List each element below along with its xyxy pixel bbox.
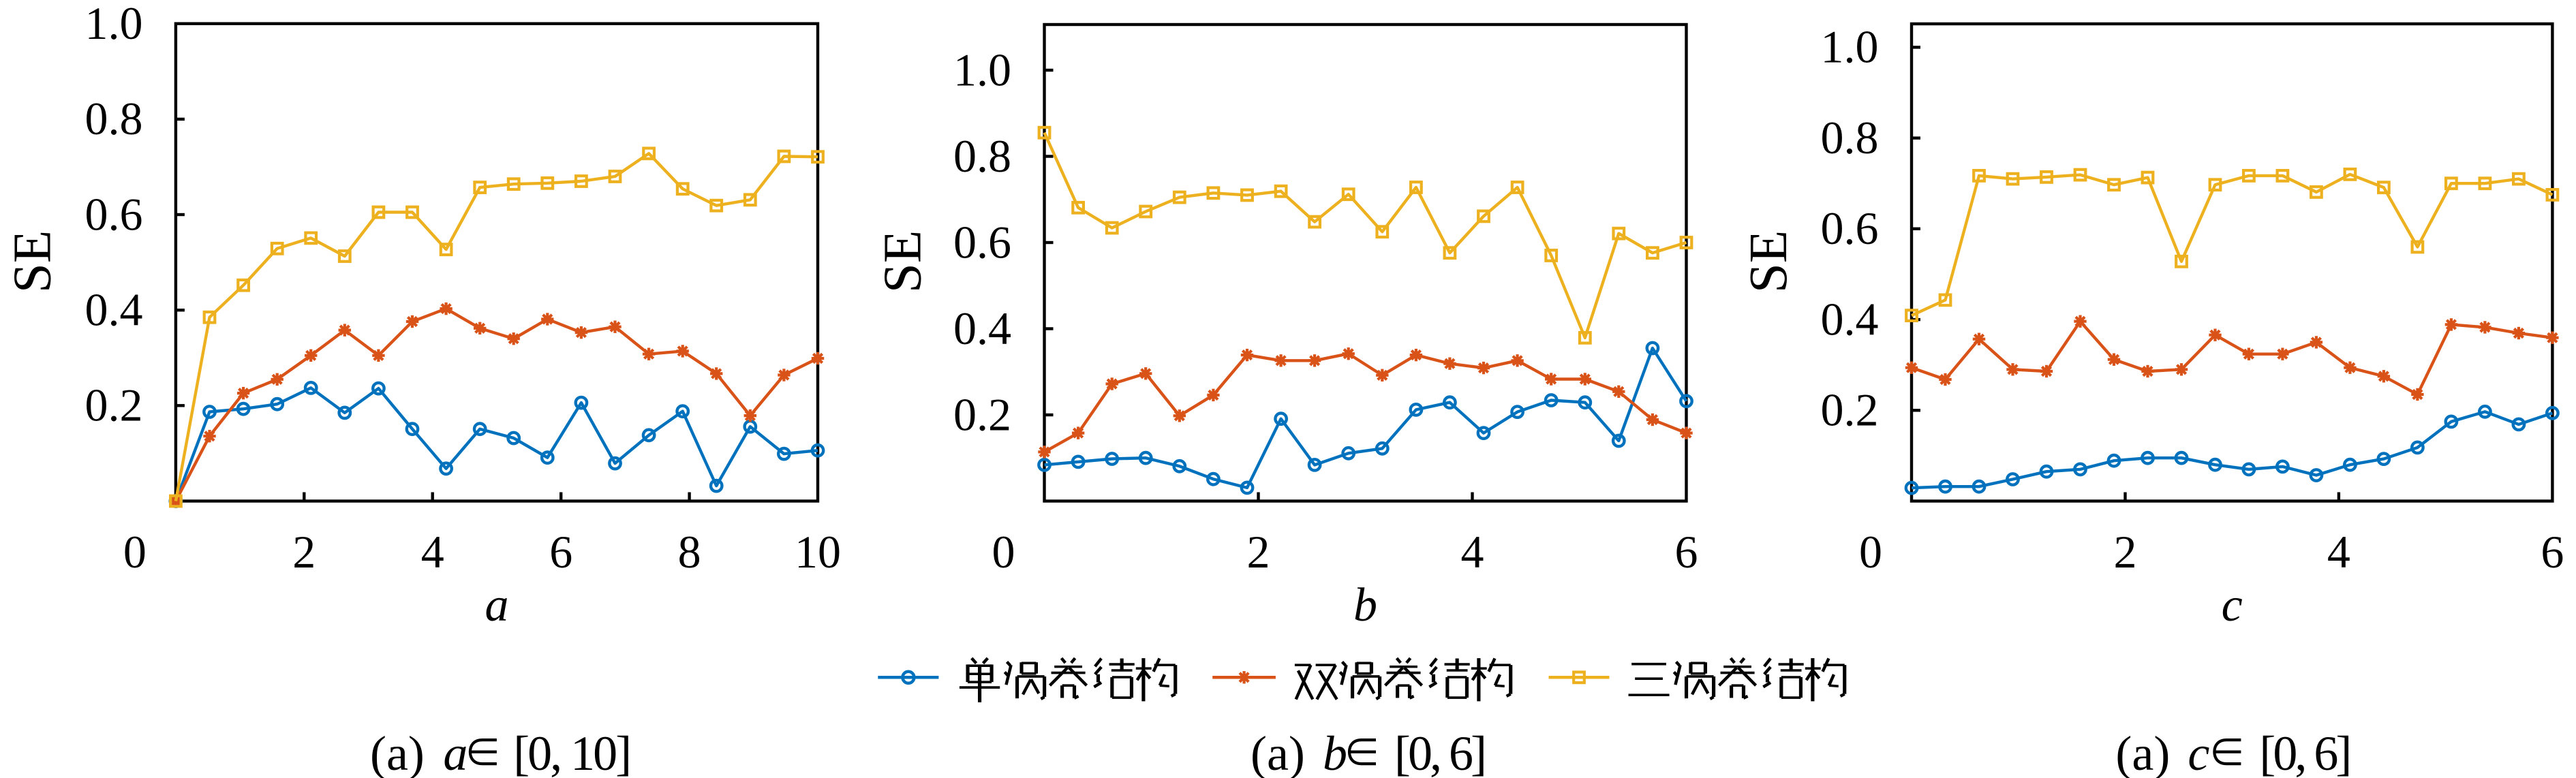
svg-text:[0, 6]: [0, 6] [1394, 726, 1484, 778]
svg-text:0.6: 0.6 [953, 216, 1011, 268]
svg-text:10: 10 [795, 526, 841, 578]
svg-text:0.4: 0.4 [953, 302, 1011, 354]
svg-text:a: a [485, 579, 509, 632]
svg-text:0.8: 0.8 [953, 130, 1011, 182]
svg-text:6: 6 [2541, 526, 2564, 578]
svg-text:0.6: 0.6 [1821, 202, 1879, 254]
svg-text:2: 2 [292, 526, 316, 578]
svg-text:b: b [1353, 579, 1377, 632]
svg-text:(a): (a) [1251, 726, 1305, 778]
svg-text:c: c [2222, 579, 2243, 632]
svg-text:b: b [1323, 726, 1347, 778]
svg-text:6: 6 [1675, 526, 1698, 578]
svg-text:6: 6 [549, 526, 572, 578]
svg-text:SE: SE [1739, 230, 1798, 293]
svg-text:0.2: 0.2 [85, 379, 143, 431]
svg-text:c: c [2188, 726, 2209, 778]
svg-text:[0, 10]: [0, 10] [513, 726, 630, 778]
svg-text:0: 0 [1859, 526, 1882, 578]
svg-text:0.4: 0.4 [1821, 293, 1879, 345]
svg-text:1.0: 1.0 [85, 0, 143, 49]
svg-text:0.8: 0.8 [1821, 112, 1879, 164]
svg-text:4: 4 [421, 526, 444, 578]
svg-text:2: 2 [2114, 526, 2137, 578]
svg-text:8: 8 [678, 526, 701, 578]
svg-text:0.2: 0.2 [1821, 384, 1879, 436]
svg-text:0: 0 [992, 526, 1015, 578]
svg-text:0.6: 0.6 [85, 188, 143, 240]
svg-text:0.4: 0.4 [85, 284, 143, 336]
svg-text:0: 0 [123, 526, 147, 578]
svg-text:[0, 6]: [0, 6] [2259, 726, 2349, 778]
svg-text:SE: SE [3, 230, 62, 293]
svg-text:SE: SE [874, 230, 933, 293]
svg-text:1.0: 1.0 [953, 44, 1011, 95]
svg-text:a: a [443, 726, 467, 778]
svg-text:4: 4 [1461, 526, 1484, 578]
svg-text:1.0: 1.0 [1821, 21, 1879, 73]
svg-text:2: 2 [1247, 526, 1270, 578]
svg-text:0.2: 0.2 [953, 388, 1011, 440]
svg-text:(a): (a) [370, 726, 425, 778]
svg-text:4: 4 [2327, 526, 2350, 578]
svg-text:(a): (a) [2115, 726, 2170, 778]
svg-text:0.8: 0.8 [85, 93, 143, 144]
